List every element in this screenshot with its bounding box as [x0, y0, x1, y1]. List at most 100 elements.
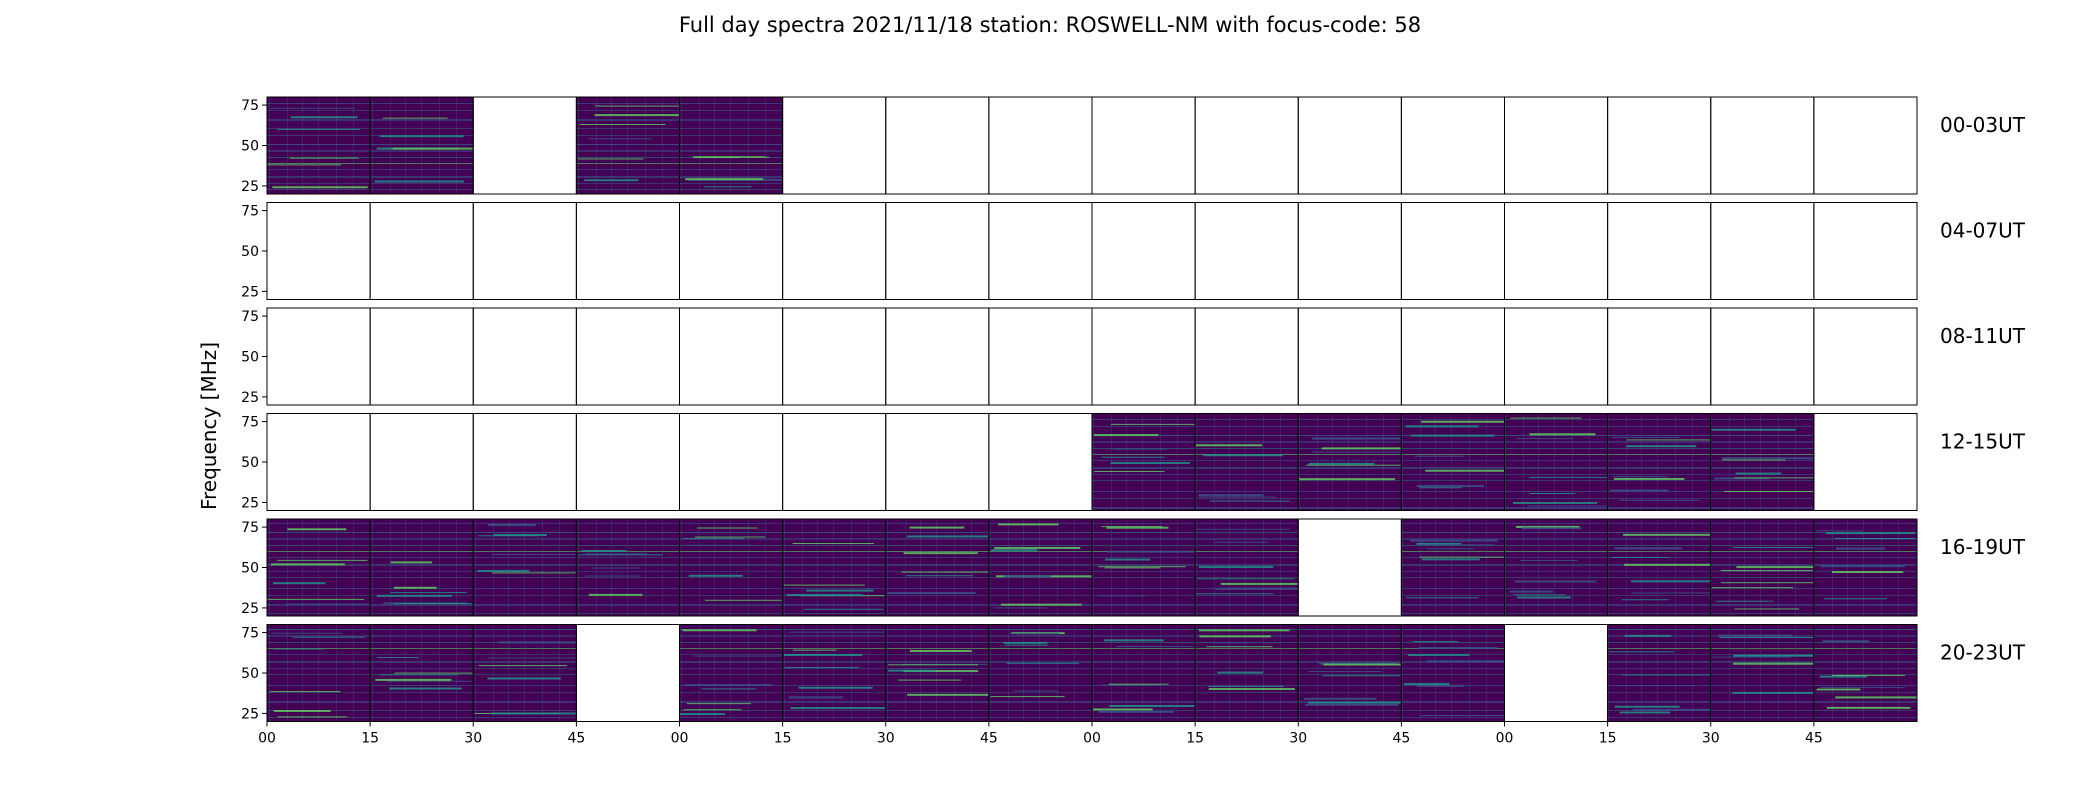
emission-line	[993, 607, 1047, 609]
emission-line	[1197, 578, 1295, 580]
panel-frame	[1091, 307, 1196, 406]
panel-frame	[782, 96, 887, 195]
panel-frame	[1091, 202, 1196, 300]
emission-line	[1103, 639, 1164, 642]
x-tick-label: 15	[1599, 731, 1617, 747]
spectrogram-panel	[267, 97, 371, 194]
emission-line	[798, 686, 873, 689]
row-time-label: 00-03UT	[1940, 113, 2026, 137]
y-tick-label: 50	[241, 244, 259, 260]
emission-line	[1623, 533, 1711, 536]
emission-line	[491, 554, 577, 556]
spectrogram-panel	[1195, 413, 1299, 511]
y-tick-label: 75	[241, 626, 259, 642]
emission-line	[907, 693, 989, 696]
emission-line	[1421, 558, 1480, 561]
panel-frame	[1400, 307, 1505, 406]
emission-line	[267, 598, 365, 600]
emission-line	[1407, 653, 1470, 656]
emission-line	[1714, 477, 1770, 480]
emission-line	[806, 589, 874, 592]
spectrogram-fill	[473, 519, 577, 616]
emission-line	[1101, 456, 1165, 458]
emission-line	[1006, 662, 1080, 664]
spectrogram-fill	[370, 97, 474, 194]
emission-line	[1094, 470, 1165, 472]
emission-line	[1298, 478, 1396, 481]
emission-line	[584, 179, 639, 182]
panel-frame	[1504, 307, 1609, 406]
emission-line	[1516, 596, 1571, 599]
panel-frame	[1710, 202, 1815, 300]
emission-line	[1426, 660, 1505, 663]
y-tick-label: 25	[241, 495, 259, 511]
y-tick-label: 25	[241, 706, 259, 722]
emission-line	[478, 665, 568, 667]
emission-line	[272, 582, 326, 585]
emission-line	[595, 105, 680, 107]
y-tick-label: 75	[241, 98, 259, 114]
emission-line	[1013, 690, 1059, 692]
emission-line	[1831, 674, 1906, 676]
emission-line	[1208, 642, 1254, 644]
spectrogram-fill	[679, 624, 783, 722]
y-tick-label: 75	[241, 309, 259, 325]
emission-line	[271, 632, 343, 634]
y-tick-label: 25	[241, 601, 259, 617]
emission-line	[679, 713, 725, 716]
emission-line	[1734, 608, 1800, 610]
emission-line	[684, 684, 772, 687]
panel-frame	[1504, 624, 1609, 722]
spectrogram-panel	[679, 97, 783, 194]
emission-line	[1834, 538, 1917, 540]
x-tick-label: 15	[1186, 731, 1204, 747]
emission-line	[887, 592, 976, 595]
emission-line	[1198, 565, 1274, 568]
emission-line	[1711, 428, 1796, 431]
spectrogram-fill	[1298, 413, 1402, 511]
panel-frame	[1813, 202, 1918, 300]
emission-line	[392, 147, 474, 150]
panel-frame	[1813, 518, 1918, 617]
panel-frame	[1607, 202, 1712, 300]
y-tick-label: 50	[241, 455, 259, 471]
x-tick-label: 15	[774, 731, 792, 747]
emission-line	[692, 156, 765, 158]
emission-line	[906, 575, 974, 577]
emission-line	[1513, 594, 1566, 596]
emission-line	[1416, 684, 1464, 687]
x-tick-label: 00	[1083, 731, 1101, 747]
panel-frame	[885, 307, 990, 406]
spectrogram-panel	[885, 624, 989, 722]
emission-line	[272, 186, 368, 189]
emission-line	[1104, 558, 1150, 561]
emission-line	[1109, 704, 1196, 707]
emission-line	[273, 709, 331, 712]
emission-line	[269, 691, 341, 693]
emission-line	[682, 538, 745, 540]
emission-line	[1410, 539, 1498, 542]
emission-line	[1410, 434, 1495, 437]
spectrogram-fill	[370, 519, 474, 616]
emission-line	[1215, 587, 1299, 590]
emission-line	[287, 528, 347, 531]
spectrogram-fill	[1401, 624, 1505, 722]
panel-frame	[1400, 96, 1505, 195]
spectrogram-panel	[1298, 624, 1402, 722]
emission-line	[588, 593, 643, 596]
emission-line	[379, 135, 464, 138]
panel-frame	[266, 202, 371, 300]
emission-line	[1322, 675, 1402, 677]
emission-line	[1110, 423, 1196, 425]
emission-line	[290, 157, 359, 159]
panel-frame	[472, 96, 577, 195]
emission-line	[581, 549, 627, 552]
spectrogram-panel	[1092, 519, 1196, 616]
emission-line	[1732, 662, 1814, 665]
row-time-label: 12-15UT	[1940, 430, 2026, 454]
spectrogram-fill	[885, 519, 989, 616]
emission-line	[909, 526, 965, 529]
panel-frame	[782, 413, 887, 511]
emission-line	[374, 180, 465, 183]
emission-line	[1626, 445, 1697, 448]
